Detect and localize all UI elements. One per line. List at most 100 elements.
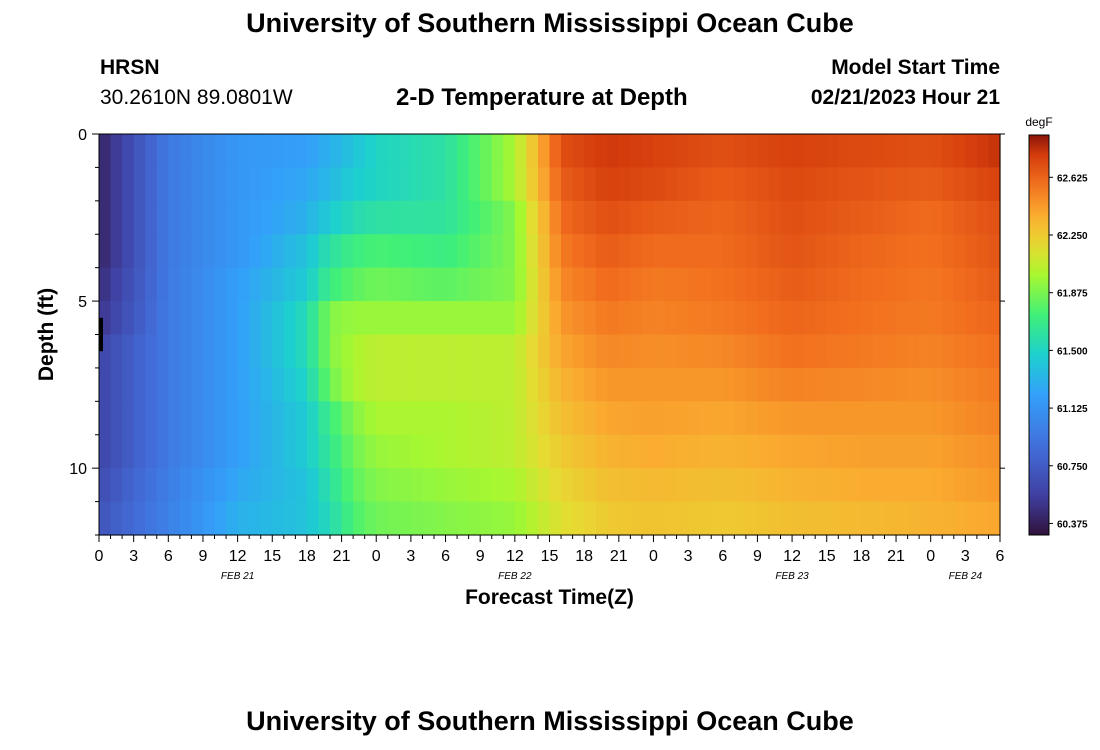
heatmap-cell	[919, 434, 932, 469]
heatmap-cell	[849, 267, 862, 302]
heatmap-cell	[272, 234, 285, 269]
heatmap-cell	[202, 134, 216, 169]
heatmap-cell	[353, 501, 366, 536]
heatmap-cell	[607, 468, 620, 503]
heatmap-cell	[99, 167, 112, 202]
heatmap-cell	[260, 301, 273, 336]
heatmap-cell	[872, 234, 886, 269]
heatmap-cell	[884, 468, 897, 503]
heatmap-cell	[168, 501, 181, 536]
heatmap-cell	[768, 501, 782, 536]
x-tick-label: 15	[818, 548, 836, 565]
heatmap-cell	[364, 234, 377, 269]
heatmap-cell	[896, 434, 909, 469]
heatmap-cell	[792, 134, 805, 169]
heatmap-cell	[861, 134, 874, 169]
heatmap-cell	[919, 234, 932, 269]
heatmap-cell	[503, 501, 516, 536]
heatmap-cell	[468, 367, 481, 402]
heatmap-cell	[283, 234, 296, 269]
heatmap-cell	[260, 434, 273, 469]
heatmap-cell	[711, 134, 724, 169]
heatmap-cell	[676, 200, 689, 235]
heatmap-cell	[792, 434, 805, 469]
heatmap-cell	[445, 367, 458, 402]
heatmap-cell	[226, 401, 239, 436]
x-tick-label: 21	[887, 548, 905, 565]
heatmap-cell	[410, 234, 424, 269]
x-tick-label: 3	[406, 548, 415, 565]
heatmap-cell	[376, 501, 389, 536]
heatmap-cell	[341, 134, 354, 169]
heatmap-cell	[503, 134, 516, 169]
heatmap-cell	[445, 200, 458, 235]
heatmap-cell	[214, 434, 227, 469]
heatmap-cell	[410, 401, 424, 436]
heatmap-cell	[768, 434, 782, 469]
heatmap-cell	[283, 367, 296, 402]
heatmap-cell	[526, 167, 539, 202]
heatmap-cell	[122, 134, 135, 169]
heatmap-cell	[318, 401, 331, 436]
heatmap-cell	[792, 401, 805, 436]
heatmap-cell	[249, 434, 262, 469]
heatmap-cell	[896, 367, 909, 402]
heatmap-cell	[976, 134, 990, 169]
heatmap-cell	[838, 167, 851, 202]
heatmap-cell	[537, 434, 551, 469]
heatmap-cell	[179, 334, 193, 369]
station-coordinates: 30.2610N 89.0801W	[100, 86, 293, 109]
heatmap-cell	[376, 468, 389, 503]
heatmap-cell	[537, 134, 551, 169]
heatmap-cell	[387, 234, 400, 269]
heatmap-cell	[503, 434, 516, 469]
heatmap-cell	[330, 501, 343, 536]
heatmap-cell	[561, 267, 574, 302]
heatmap-cell	[237, 468, 250, 503]
heatmap-cell	[168, 301, 181, 336]
heatmap-cell	[665, 234, 678, 269]
heatmap-cell	[318, 434, 331, 469]
heatmap-cell	[168, 434, 181, 469]
heatmap-cell	[99, 367, 112, 402]
heatmap-cell	[722, 234, 735, 269]
heatmap-cell	[884, 301, 897, 336]
heatmap-cell	[537, 501, 551, 536]
y-tick-label: 5	[78, 294, 87, 311]
heatmap-cell	[318, 501, 331, 536]
heatmap-cell	[387, 401, 400, 436]
heatmap-cell	[168, 267, 181, 302]
heatmap-cell	[145, 367, 158, 402]
heatmap-cell	[561, 468, 574, 503]
heatmap-cell	[815, 334, 828, 369]
heatmap-cell	[595, 501, 608, 536]
heatmap-cell	[145, 267, 158, 302]
heatmap-cell	[815, 267, 828, 302]
heatmap-cell	[410, 367, 424, 402]
heatmap-cell	[364, 501, 377, 536]
heatmap-cell	[410, 468, 424, 503]
heatmap-cell	[653, 200, 666, 235]
heatmap-cell	[919, 501, 932, 536]
heatmap-cell	[422, 200, 435, 235]
heatmap-cell	[376, 401, 389, 436]
heatmap-cell	[364, 200, 377, 235]
heatmap-cell	[711, 501, 724, 536]
x-tick-label: 0	[372, 548, 381, 565]
heatmap-cell	[99, 200, 112, 235]
heatmap-cell	[965, 200, 978, 235]
heatmap-cell	[480, 234, 493, 269]
heatmap-cell	[896, 267, 909, 302]
heatmap-cell	[919, 401, 932, 436]
heatmap-cell	[168, 200, 181, 235]
heatmap-cell	[630, 134, 643, 169]
heatmap-cell	[872, 401, 886, 436]
heatmap-cell	[433, 334, 447, 369]
heatmap-cell	[965, 267, 978, 302]
heatmap-cell	[665, 167, 678, 202]
heatmap-cell	[549, 468, 562, 503]
colorbar-tick-label: 61.500	[1057, 346, 1088, 357]
heatmap-cell	[665, 267, 678, 302]
heatmap-cell	[226, 367, 239, 402]
heatmap-cells	[99, 134, 1001, 536]
